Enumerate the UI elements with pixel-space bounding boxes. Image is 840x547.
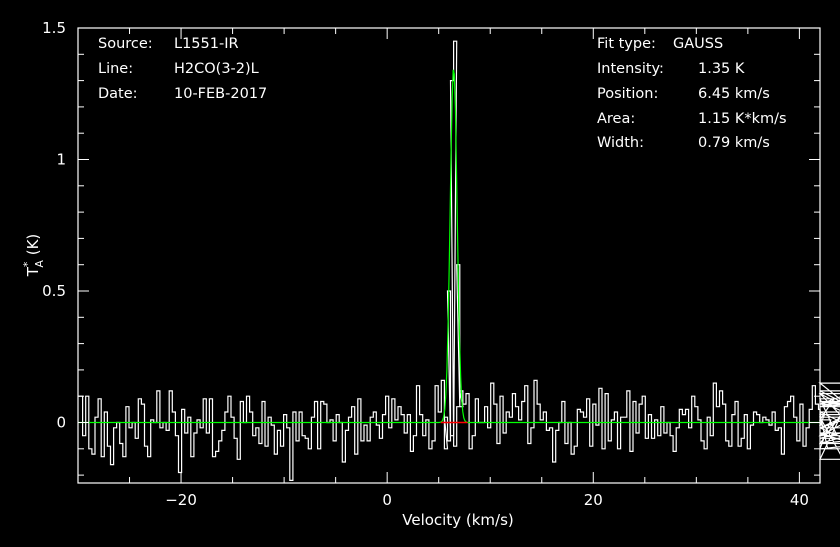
x-tick-label: −20 [165, 491, 197, 509]
x-axis-label: Velocity (km/s) [402, 511, 513, 529]
area-value: 1.15 K*km/s [698, 111, 787, 127]
width-label: Width: [597, 135, 645, 151]
date-label: Date: [98, 86, 138, 102]
x-tick-label: 0 [382, 491, 392, 509]
fit-type-value: GAUSS [673, 36, 724, 52]
y-tick-label: 0 [56, 414, 66, 432]
area-label: Area: [597, 111, 636, 127]
gaussian-fit-line [78, 69, 820, 424]
fit-type-label: Fit type: [597, 36, 656, 52]
axes-layer: −20 0 20 40 0 0.5 1 1.5 Velocity (km/s) T*A (K) [21, 19, 821, 529]
width-value: 0.79 km/s [698, 135, 770, 151]
position-label: Position: [597, 86, 659, 102]
x-tick-label: 20 [584, 491, 603, 509]
position-value: 6.45 km/s [698, 86, 770, 102]
spectrum-line [78, 40, 840, 481]
line-label: Line: [98, 61, 134, 77]
y-tick-label: 1 [56, 151, 66, 169]
y-tick-label: 1.5 [42, 19, 66, 37]
date-value: 10-FEB-2017 [174, 86, 268, 102]
intensity-value: 1.35 K [698, 61, 745, 77]
y-tick-label: 0.5 [42, 282, 66, 300]
line-value: H2CO(3-2)L [174, 61, 259, 77]
fit-layer [78, 69, 820, 424]
source-label: Source: [98, 36, 153, 52]
intensity-label: Intensity: [597, 61, 664, 77]
x-tick-label: 40 [790, 491, 809, 509]
spectrum-layer [78, 40, 840, 481]
plot-frame [77, 27, 821, 484]
source-value: L1551-IR [174, 36, 239, 52]
y-axis-label: T*A (K) [21, 234, 46, 278]
